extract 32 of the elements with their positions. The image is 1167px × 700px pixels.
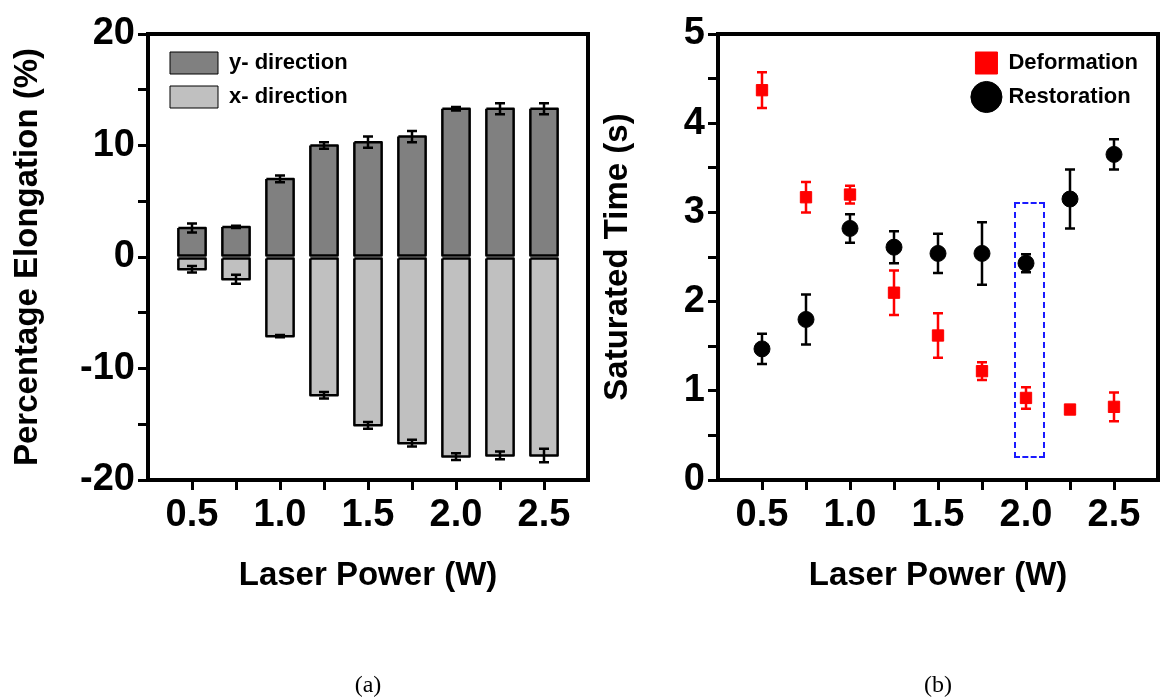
legend-label: Deformation	[1008, 49, 1138, 75]
x-tick-label: 1.0	[823, 492, 877, 535]
x-tick-label: 2.0	[429, 492, 483, 535]
y-tick-label: 20	[92, 10, 135, 53]
y-tick-label: 1	[683, 367, 705, 410]
x-axis-title: Laser Power (W)	[238, 555, 498, 593]
y-tick-label: -10	[80, 344, 135, 387]
point	[1063, 403, 1077, 416]
legend-label: Restoration	[1008, 83, 1131, 109]
y-tick-label: 10	[92, 121, 135, 164]
x-tick-label: 1.5	[341, 492, 395, 535]
y-tick-label: 2	[683, 278, 705, 321]
x-tick-label: 0.5	[735, 492, 789, 535]
x-axis-title: Laser Power (W)	[808, 555, 1068, 593]
x-tick-label: 2.0	[999, 492, 1053, 535]
y-axis-title: Saturated Time (s)	[596, 113, 634, 401]
x-tick-label: 1.5	[911, 492, 965, 535]
x-tick-label: 2.5	[1087, 492, 1141, 535]
y-axis-title: Percentage Elongation (%)	[6, 47, 44, 467]
text: (a)	[354, 671, 382, 698]
x-tick-label: 1.0	[253, 492, 307, 535]
y-tick-label: 0	[113, 233, 135, 276]
y-tick-label: 4	[683, 99, 705, 142]
y-tick-label: -20	[80, 456, 135, 499]
legend-label: y- direction	[229, 49, 348, 75]
y-tick-label: 3	[683, 188, 705, 231]
y-tick-label: 0	[683, 456, 705, 499]
y-tick-label: 5	[683, 10, 705, 53]
text: (b)	[924, 671, 952, 698]
legend-label: x- direction	[229, 83, 348, 109]
x-tick-label: 2.5	[517, 492, 571, 535]
x-tick-label: 0.5	[165, 492, 219, 535]
